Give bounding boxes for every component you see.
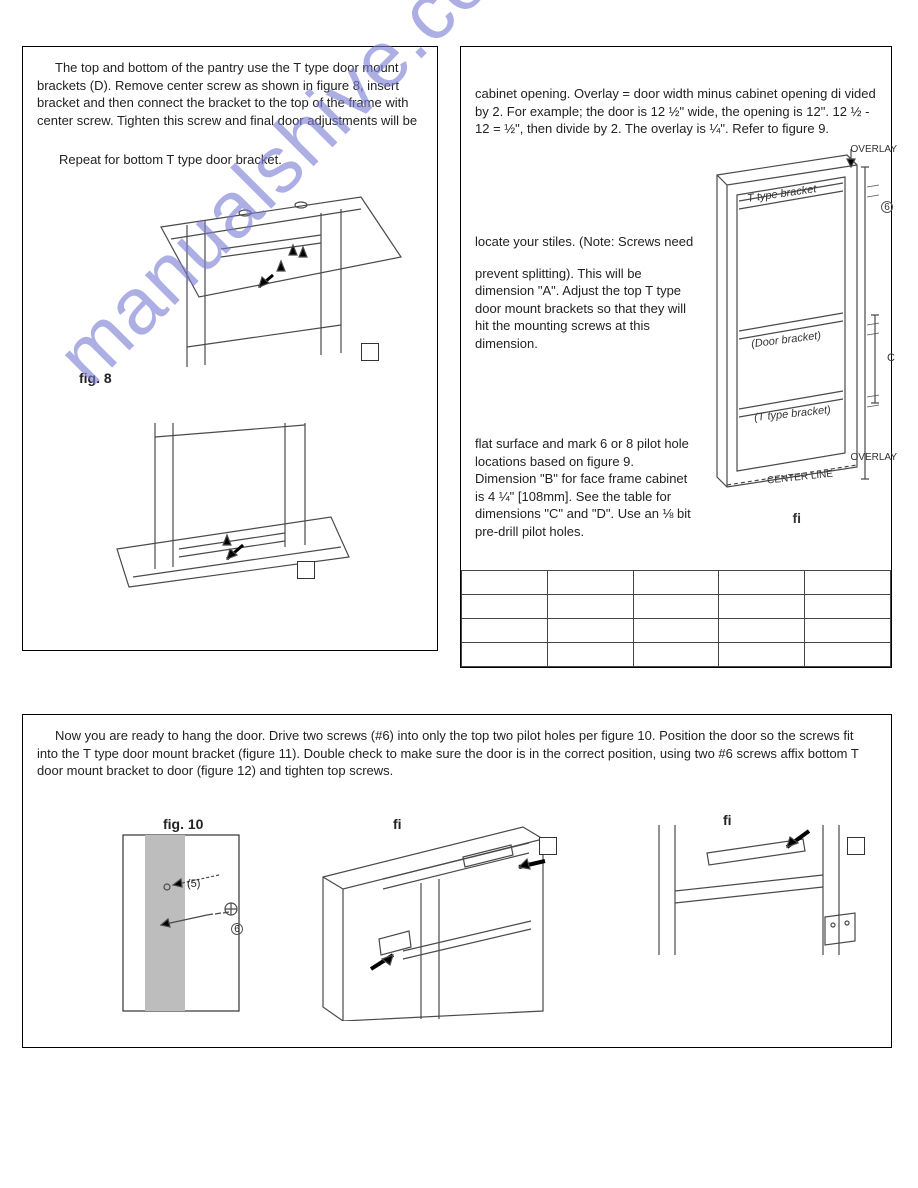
fig8a-callout-box (361, 343, 379, 361)
right-para-1: cabinet opening. Overlay = door width mi… (475, 85, 877, 138)
dimension-table (461, 570, 891, 667)
fig9-caption: fi (792, 509, 801, 528)
fig9-overlay-label-top: OVERLAY (851, 143, 898, 157)
fig9-dim-c: C (887, 351, 895, 366)
fig8b-callout-box (297, 561, 315, 579)
right-para-4: flat surface and mark 6 or 8 pilot hole … (475, 435, 699, 540)
fig10-label: fig. 10 (163, 815, 203, 834)
table-row (462, 619, 891, 643)
fig9-overlay-label-bottom: OVERLAY (851, 451, 898, 465)
fig11-callout-box (539, 837, 557, 855)
fig10-drawing (121, 833, 241, 1013)
panel-step-right: cabinet opening. Overlay = door width mi… (460, 46, 892, 668)
bottom-para-1: Now you are ready to hang the door. Driv… (37, 727, 877, 780)
panel-step-left: The top and bottom of the pantry use the… (22, 46, 438, 651)
fig10-anno-6: 6 (231, 923, 243, 935)
panel-step-bottom: Now you are ready to hang the door. Driv… (22, 714, 892, 1048)
fig8-label: fig. 8 (79, 369, 112, 388)
table-row (462, 643, 891, 667)
left-para-1: The top and bottom of the pantry use the… (37, 59, 423, 129)
bottom-figures-row: fig. 10 fi fi (5) 6 (23, 815, 891, 1037)
fig8-bottom-drawing (109, 417, 369, 617)
fig12-callout-box (847, 837, 865, 855)
fig9-screw-6: 6 (881, 201, 893, 213)
fig10-anno-5: (5) (187, 877, 200, 892)
fig11-drawing (313, 821, 605, 1021)
fig12-drawing (653, 821, 867, 961)
right-para-2: locate your stiles. (Note: Screws need (475, 233, 699, 251)
table-row (462, 595, 891, 619)
left-para-2: Repeat for bottom T type door bracket. (59, 151, 423, 169)
right-para-3: prevent splitting). This will be dimensi… (475, 265, 699, 353)
table-row (462, 571, 891, 595)
